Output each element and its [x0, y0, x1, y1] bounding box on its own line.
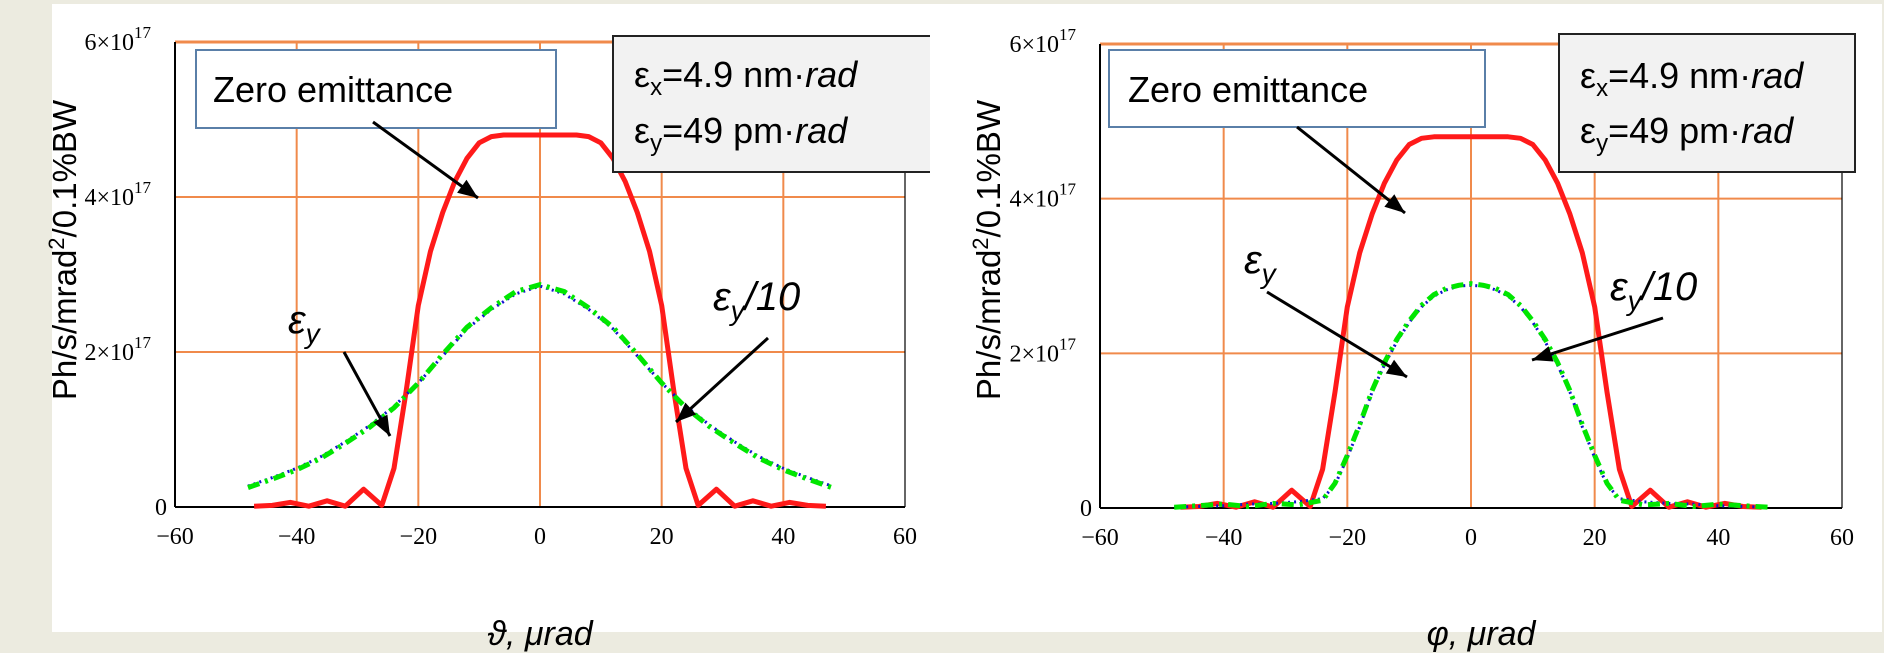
ey-arrow-head	[373, 414, 390, 436]
x-tick-label: 0	[1465, 525, 1477, 551]
zero-emittance-arrow-head	[1384, 194, 1405, 213]
y-axis-label: Ph/s/mrad2/0.1%BW	[44, 99, 83, 400]
emittance-x-label: εx=4.9 nm·rad	[634, 54, 858, 101]
zero-emittance-arrow	[372, 120, 479, 200]
y-axis-label: Ph/s/mrad2/0.1%BW	[968, 99, 1007, 400]
x-axis-label: ϑ, μrad	[487, 615, 593, 653]
x-tick-label: −60	[156, 524, 194, 550]
zero-emittance-line	[1180, 134, 1762, 510]
x-tick-label: 40	[1706, 525, 1730, 551]
y-tick-label: 0	[155, 495, 167, 521]
zero-emittance-arrow-head	[457, 179, 478, 198]
zero-emittance-arrow	[1296, 125, 1406, 215]
right-chart: −60 −40 −20 0 20 40 60 0 2×1017 4×1017 6×1017 Ph/s/…	[930, 4, 1882, 653]
x-tick-label: 60	[1830, 525, 1854, 551]
zero-emittance-label: Zero emittance	[1128, 69, 1368, 110]
y-tick-label: 6×1017	[84, 23, 151, 56]
zero-emittance-box	[195, 49, 557, 129]
y-tick-label: 4×1017	[1009, 180, 1076, 213]
y-tick-label: 0	[1080, 496, 1092, 522]
ey-annotation: εy	[1244, 238, 1278, 289]
x-tick-label: −20	[1329, 525, 1367, 551]
x-tick-label: 40	[771, 524, 795, 550]
ey10-arrow-head	[1532, 346, 1554, 362]
emittance-y-label: εy=49 pm·rad	[634, 110, 848, 157]
x-tick-label: 0	[534, 524, 546, 550]
y-tick-label: 2×1017	[84, 333, 151, 366]
x-axis-label: φ, μrad	[1427, 615, 1537, 653]
emittance-box	[1558, 33, 1856, 173]
x-tick-label: −40	[1205, 525, 1243, 551]
y-tick-label: 6×1017	[1009, 25, 1076, 58]
emittance-x-label: εx=4.9 nm·rad	[1580, 55, 1804, 102]
x-tick-label: 20	[1583, 525, 1607, 551]
zero-emittance-box	[1108, 49, 1486, 128]
emittance-box	[612, 35, 934, 173]
x-tick-label: −20	[400, 524, 438, 550]
ey10-annotation: εy/10	[1610, 265, 1697, 316]
left-chart: −60 −40 −20 0 20 40 60 0 2×1017 4×1017 6×1017 Ph/s/…	[44, 4, 934, 653]
ey10-line	[1174, 281, 1768, 510]
y-tick-label: 2×1017	[1009, 334, 1076, 367]
zero-emittance-label: Zero emittance	[213, 69, 453, 110]
zero-emittance-line	[253, 132, 827, 509]
ey-line	[247, 284, 833, 488]
x-tick-label: 60	[893, 524, 917, 550]
ey10-arrow	[1531, 316, 1664, 362]
ey10-line	[247, 281, 833, 490]
x-tick-label: −40	[278, 524, 316, 550]
x-tick-label: −60	[1081, 525, 1119, 551]
emittance-y-label: εy=49 pm·rad	[1580, 110, 1794, 157]
ey-annotation: εy	[288, 298, 322, 349]
y-tick-label: 4×1017	[84, 178, 151, 211]
ey10-annotation: εy/10	[713, 275, 800, 326]
ey10-arrow-head	[676, 402, 697, 422]
ey10-arrow	[674, 336, 770, 424]
x-tick-label: 20	[650, 524, 674, 550]
ey-arrow	[1266, 290, 1408, 379]
ey-arrow-head	[1385, 359, 1407, 377]
